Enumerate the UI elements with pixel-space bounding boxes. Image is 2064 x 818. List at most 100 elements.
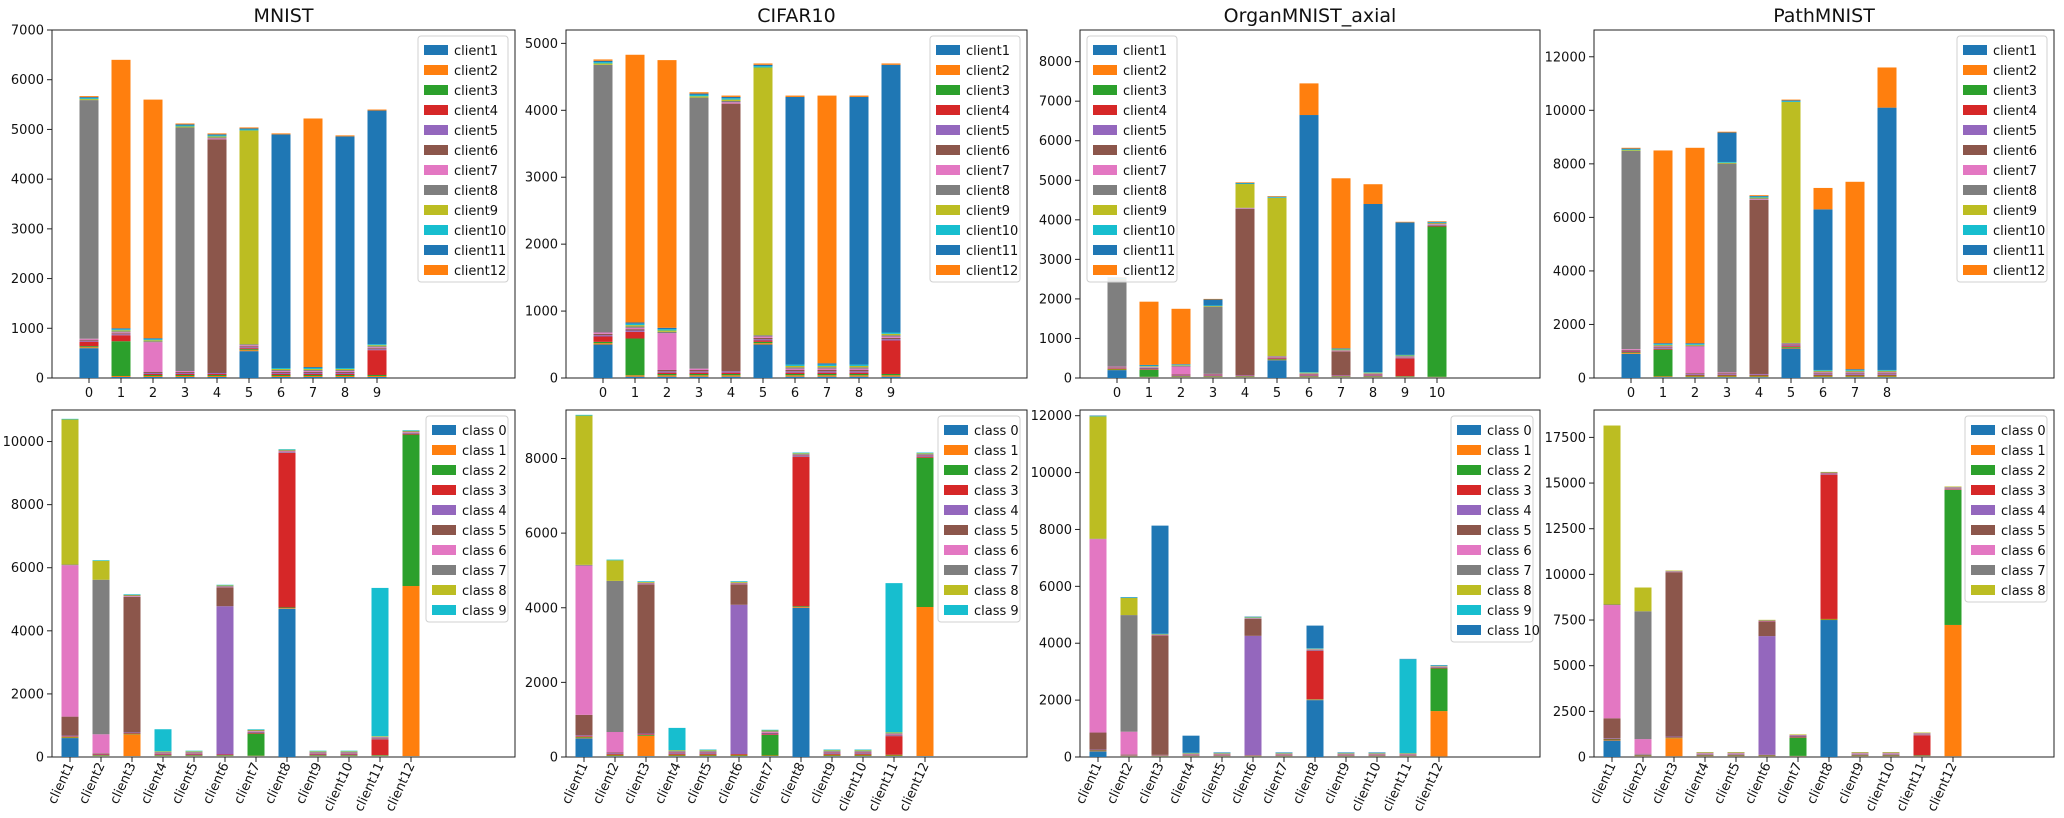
chart3-bar-segment	[1299, 372, 1319, 373]
chart3-bar-segment	[1139, 366, 1159, 368]
chart6-bar-segment	[575, 736, 593, 738]
chart8-bar-segment	[1758, 620, 1776, 621]
chart6-bar-segment	[699, 751, 717, 752]
chart1-legend-swatch	[424, 245, 448, 255]
chart3-bar-segment	[1171, 375, 1191, 377]
chart1-legend-label: client7	[454, 164, 498, 179]
chart3-bar-segment	[1267, 196, 1287, 197]
chart3-bar-segment	[1395, 358, 1415, 377]
chart4-bar-segment	[1749, 197, 1769, 199]
chart8-bar-segment	[1913, 756, 1931, 757]
chart2-bar-segment	[785, 367, 805, 369]
chart6-bar-segment	[885, 583, 903, 733]
chart3-bar-segment	[1107, 367, 1127, 369]
chart5-bar-segment	[154, 755, 172, 757]
chart8-xtick-label: client3	[1649, 760, 1681, 806]
chart5-bar-segment	[340, 755, 358, 756]
chart1-bar-segment	[367, 376, 387, 378]
chart3-bar-segment	[1395, 354, 1415, 356]
chart6-xtick-label: client6	[714, 760, 746, 806]
chart2-legend-label: client7	[966, 164, 1010, 179]
chart3-bar-segment	[1331, 375, 1351, 376]
chart4-bar-segment	[1685, 345, 1705, 347]
chart3-bar-segment	[1235, 376, 1255, 377]
chart6-bar-segment	[761, 734, 779, 735]
chart8-bar-segment	[1758, 754, 1776, 756]
chart7-bar-segment	[1120, 598, 1138, 616]
chart1-bar-segment	[111, 332, 131, 334]
chart1-bar-segment	[239, 350, 259, 352]
chart3-bar-segment	[1427, 225, 1447, 226]
chart5-bar-segment	[185, 751, 203, 752]
chart2-bar-segment	[849, 373, 869, 376]
chart4-bar-segment	[1845, 181, 1865, 370]
chart2-bar-segment	[721, 371, 741, 373]
chart5-bar-segment	[247, 733, 265, 734]
chart2-legend-swatch	[936, 105, 960, 115]
chart8-bar-segment	[1851, 756, 1869, 757]
chart4-bar-segment	[1685, 376, 1705, 378]
chart3-bar-segment	[1171, 366, 1191, 375]
chart8-legend-label: class 4	[2001, 504, 2046, 519]
chart5-bar-segment	[123, 596, 141, 733]
chart6-bar-segment	[792, 607, 810, 757]
chart5-bar-segment	[154, 752, 172, 754]
chart4-bar-segment	[1653, 376, 1673, 378]
chart8-legend-label: class 7	[2001, 564, 2046, 579]
chart5-legend-swatch	[432, 565, 456, 575]
chart3-bar-segment	[1203, 305, 1223, 307]
chart1-bar-segment	[175, 125, 195, 127]
chart6-bar-segment	[885, 733, 903, 735]
chart4-legend-swatch	[1963, 165, 1987, 175]
chart5-bar-segment	[61, 564, 79, 566]
chart3-bar-segment	[1363, 204, 1383, 373]
chart3-bar-segment	[1331, 349, 1351, 351]
chart4-bar-segment	[1749, 199, 1769, 200]
chart1-bar-segment	[143, 340, 163, 342]
chart7-legend-swatch	[1457, 585, 1481, 595]
chart8-xtick-label: client9	[1835, 760, 1867, 806]
chart2-legend-label: client11	[966, 244, 1018, 259]
chart1-xtick-label: 9	[373, 386, 381, 401]
chart8-ytick-label: 12500	[1545, 522, 1586, 537]
chart1-bar-segment	[79, 338, 99, 340]
chart1-bar-segment	[303, 374, 323, 376]
chart2-legend-label: client5	[966, 124, 1010, 139]
chart3-bar-segment	[1171, 376, 1191, 377]
chart6-bar-segment	[823, 753, 841, 755]
chart6-bar-segment	[606, 560, 624, 581]
chart1-ytick-label: 0	[36, 372, 44, 387]
chart1-bar-segment	[271, 368, 291, 370]
chart1-ytick-label: 5000	[11, 123, 44, 138]
chart8-bar-segment	[1665, 738, 1683, 757]
chart6-bar-segment	[792, 453, 810, 455]
chart5-bar-segment	[61, 565, 79, 717]
chart4-bar-segment	[1877, 377, 1897, 378]
chart1-bar-segment	[207, 139, 227, 374]
chart5-bar-segment	[61, 716, 79, 736]
chart7-xtick-label: client2	[1104, 760, 1136, 806]
chart8-bar-segment	[1665, 571, 1683, 572]
chart5-bar-segment	[216, 756, 234, 757]
chart8-bar-segment	[1696, 753, 1714, 754]
chart5-legend-swatch	[432, 585, 456, 595]
chart7-legend-label: class 2	[1487, 464, 1532, 479]
chart7-xtick-label: client11	[1380, 760, 1416, 814]
chart3-bar-segment	[1171, 377, 1191, 378]
chart8-bar-segment	[1758, 621, 1776, 637]
chart6-bar-segment	[916, 452, 934, 454]
chart3-bar-segment	[1363, 377, 1383, 378]
chart1-xtick-label: 5	[245, 386, 253, 401]
chart2-bar-segment	[881, 336, 901, 338]
chart4-ytick-label: 0	[1578, 372, 1586, 387]
chart3-ytick-label: 6000	[1039, 134, 1072, 149]
chart3-bar-segment	[1267, 357, 1287, 359]
chart5-bar-segment	[309, 752, 327, 754]
chart6-bar-segment	[730, 755, 748, 757]
chart8-bar-segment	[1882, 752, 1900, 753]
chart7-ytick-label: 6000	[1039, 580, 1072, 595]
chart3-bar-segment	[1171, 308, 1191, 365]
chart8-legend-swatch	[1971, 545, 1995, 555]
chart4-bar-segment	[1749, 376, 1769, 378]
